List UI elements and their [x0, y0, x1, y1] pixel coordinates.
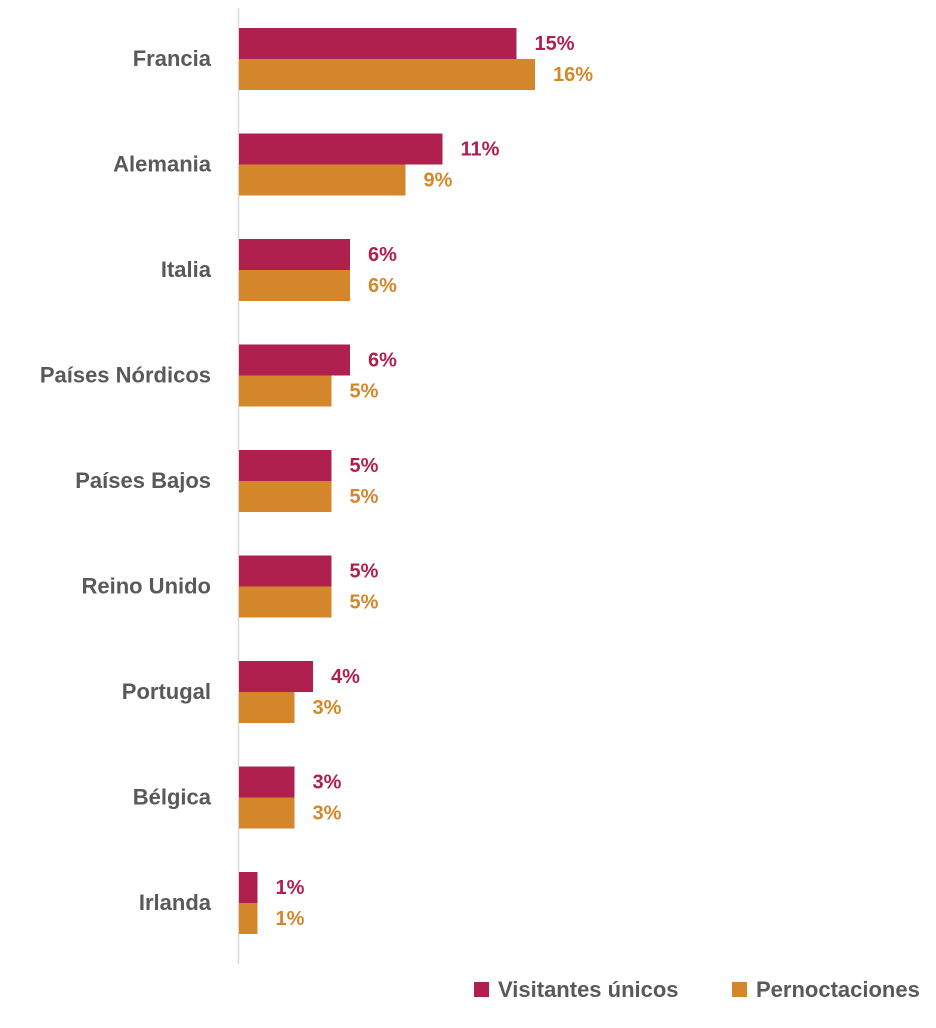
bar-visitantes-unicos-francia — [239, 28, 517, 59]
data-label-visitantes-unicos-francia: 15% — [535, 33, 575, 55]
category-label-paises-nordicos: Países Nórdicos — [40, 362, 211, 387]
bar-pernoctaciones-paises-nordicos — [239, 375, 332, 407]
legend-label-pernoctaciones: Pernoctaciones — [756, 977, 920, 1002]
data-label-pernoctaciones-paises-bajos: 5% — [350, 486, 379, 508]
bar-visitantes-unicos-reino-unido — [239, 555, 332, 587]
data-label-pernoctaciones-irlanda: 1% — [276, 908, 305, 930]
labels-layer: Francia 15% 16% Alemania 11% 9% Italia 6% 6% País… — [40, 33, 593, 930]
bar-pernoctaciones-alemania — [239, 164, 406, 196]
legend-swatch-visitantes-unicos — [474, 982, 489, 997]
data-label-visitantes-unicos-portugal: 4% — [331, 666, 360, 688]
data-label-pernoctaciones-paises-nordicos: 5% — [350, 380, 379, 402]
data-label-pernoctaciones-portugal: 3% — [313, 697, 342, 719]
data-label-visitantes-unicos-belgica: 3% — [313, 771, 342, 793]
bar-pernoctaciones-francia — [239, 59, 535, 90]
bars-layer — [239, 28, 535, 934]
bar-visitantes-unicos-paises-nordicos — [239, 344, 350, 376]
data-label-visitantes-unicos-irlanda: 1% — [276, 877, 305, 899]
category-label-reino-unido: Reino Unido — [81, 573, 211, 598]
category-label-portugal: Portugal — [122, 679, 211, 704]
bar-visitantes-unicos-paises-bajos — [239, 450, 332, 481]
bar-pernoctaciones-reino-unido — [239, 586, 332, 618]
legend-swatch-pernoctaciones — [732, 982, 747, 997]
bar-visitantes-unicos-belgica — [239, 766, 295, 798]
data-label-visitantes-unicos-alemania: 11% — [461, 138, 500, 160]
data-label-pernoctaciones-italia: 6% — [368, 275, 397, 297]
bar-visitantes-unicos-alemania — [239, 133, 443, 165]
data-label-pernoctaciones-francia: 16% — [553, 64, 593, 86]
data-label-pernoctaciones-alemania: 9% — [424, 169, 453, 191]
data-label-visitantes-unicos-paises-nordicos: 6% — [368, 349, 397, 371]
bar-visitantes-unicos-irlanda — [239, 872, 258, 903]
bar-pernoctaciones-italia — [239, 270, 350, 301]
data-label-visitantes-unicos-paises-bajos: 5% — [350, 455, 379, 477]
bar-pernoctaciones-irlanda — [239, 903, 258, 934]
category-label-belgica: Bélgica — [133, 784, 212, 809]
bar-pernoctaciones-portugal — [239, 692, 295, 723]
legend-label-visitantes-unicos: Visitantes únicos — [498, 977, 679, 1002]
data-label-visitantes-unicos-reino-unido: 5% — [350, 560, 379, 582]
bar-pernoctaciones-belgica — [239, 797, 295, 829]
data-label-pernoctaciones-reino-unido: 5% — [350, 591, 379, 613]
data-label-visitantes-unicos-italia: 6% — [368, 244, 397, 266]
data-label-pernoctaciones-belgica: 3% — [313, 802, 342, 824]
category-label-italia: Italia — [161, 257, 212, 282]
category-label-francia: Francia — [133, 46, 212, 71]
bar-pernoctaciones-paises-bajos — [239, 481, 332, 512]
category-label-paises-bajos: Países Bajos — [75, 468, 211, 493]
category-label-irlanda: Irlanda — [139, 890, 212, 915]
bar-visitantes-unicos-italia — [239, 239, 350, 270]
legend: Visitantes únicos Pernoctaciones — [474, 977, 920, 1002]
category-label-alemania: Alemania — [113, 151, 212, 176]
bar-visitantes-unicos-portugal — [239, 661, 313, 692]
